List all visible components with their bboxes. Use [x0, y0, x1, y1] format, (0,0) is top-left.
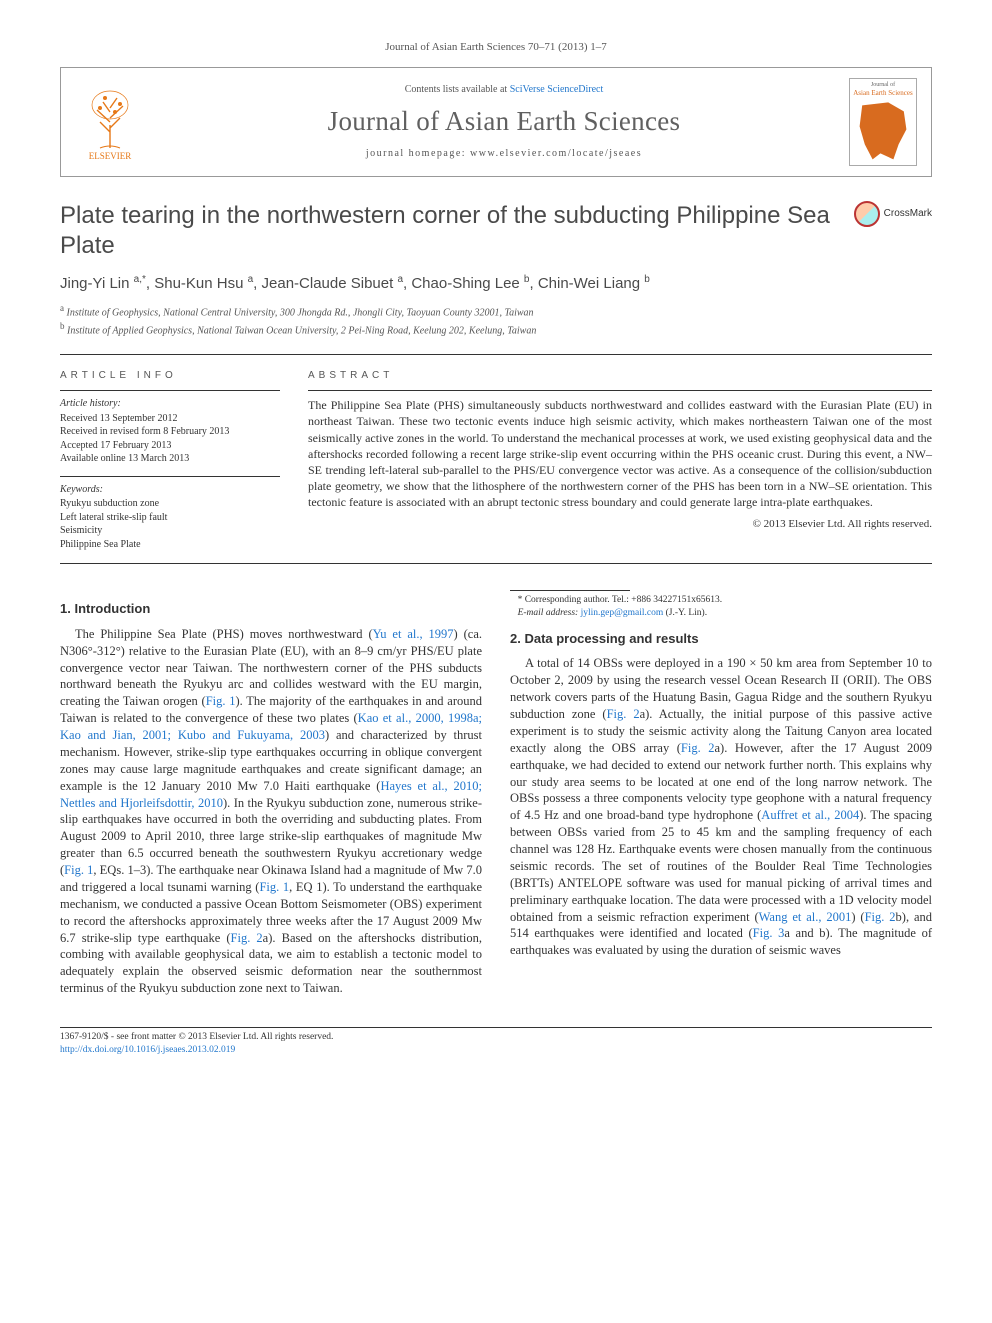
abstract-col: ABSTRACT The Philippine Sea Plate (PHS) … [308, 369, 932, 562]
intro-paragraph: The Philippine Sea Plate (PHS) moves nor… [60, 626, 482, 997]
corresponding-author-footnote: * Corresponding author. Tel.: +886 34227… [510, 594, 932, 607]
author-email-link[interactable]: jylin.gep@gmail.com [581, 608, 664, 618]
email-footnote: E-mail address: jylin.gep@gmail.com (J.-… [510, 607, 932, 620]
authors-line: Jing-Yi Lin a,*, Shu-Kun Hsu a, Jean-Cla… [60, 273, 932, 294]
journal-title: Journal of Asian Earth Sciences [159, 103, 849, 139]
sciencedirect-link[interactable]: SciVerse ScienceDirect [510, 84, 604, 95]
info-abstract-row: ARTICLE INFO Article history: Received 1… [60, 369, 932, 562]
ref-fig1-b[interactable]: Fig. 1 [64, 863, 93, 877]
keyword-1: Left lateral strike-slip fault [60, 511, 280, 525]
ref-fig1-a[interactable]: Fig. 1 [206, 694, 236, 708]
abstract-copyright: © 2013 Elsevier Ltd. All rights reserved… [308, 517, 932, 532]
crossmark-badge[interactable]: CrossMark [854, 201, 932, 227]
contents-prefix: Contents lists available at [405, 84, 510, 95]
intro-text-a: The Philippine Sea Plate (PHS) moves nor… [75, 627, 373, 641]
ref-wang[interactable]: Wang et al., 2001 [759, 910, 852, 924]
accepted-line: Accepted 17 February 2013 [60, 439, 280, 453]
email-who: (J.-Y. Lin). [663, 608, 707, 618]
online-line: Available online 13 March 2013 [60, 452, 280, 466]
affiliations: a Institute of Geophysics, National Cent… [60, 302, 932, 338]
keywords-label: Keywords: [60, 483, 280, 497]
affiliation-a: Institute of Geophysics, National Centra… [67, 307, 534, 318]
footnote-separator [510, 590, 630, 591]
ref-fig2-c[interactable]: Fig. 2 [681, 741, 715, 755]
data-text-d: ). The spacing between OBSs varied from … [510, 808, 932, 923]
keyword-2: Seismicity [60, 524, 280, 538]
abstract-label: ABSTRACT [308, 369, 932, 383]
paper-title: Plate tearing in the northwestern corner… [60, 201, 932, 261]
data-heading: 2. Data processing and results [510, 630, 932, 648]
journal-header: ELSEVIER Contents lists available at Sci… [60, 67, 932, 177]
crossmark-icon [854, 201, 880, 227]
ref-yu1997[interactable]: Yu et al., 1997 [373, 627, 454, 641]
ref-fig2-d[interactable]: Fig. 2 [865, 910, 896, 924]
homepage-prefix: journal homepage: [366, 148, 470, 159]
received-line: Received 13 September 2012 [60, 412, 280, 426]
data-text-e: ) ( [851, 910, 864, 924]
email-label: E-mail address: [518, 608, 581, 618]
header-center: Contents lists available at SciVerse Sci… [159, 83, 849, 160]
homepage-url[interactable]: www.elsevier.com/locate/jseaes [470, 148, 642, 159]
doi-link[interactable]: http://dx.doi.org/10.1016/j.jseaes.2013.… [60, 1045, 235, 1055]
bottom-rule [60, 1027, 932, 1028]
contents-available-line: Contents lists available at SciVerse Sci… [159, 83, 849, 97]
revised-line: Received in revised form 8 February 2013 [60, 425, 280, 439]
bottom-meta: 1367-9120/$ - see front matter © 2013 El… [60, 1031, 932, 1057]
ref-fig1-c[interactable]: Fig. 1 [259, 880, 289, 894]
crossmark-label: CrossMark [884, 207, 932, 221]
ref-fig2-a[interactable]: Fig. 2 [231, 931, 263, 945]
abstract-text: The Philippine Sea Plate (PHS) simultane… [308, 397, 932, 510]
data-paragraph: A total of 14 OBSs were deployed in a 19… [510, 655, 932, 959]
cover-journal-of: Journal of [871, 81, 895, 89]
issn-line: 1367-9120/$ - see front matter © 2013 El… [60, 1031, 932, 1044]
history-label: Article history: [60, 397, 280, 411]
journal-homepage-line: journal homepage: www.elsevier.com/locat… [159, 147, 849, 161]
intro-heading: 1. Introduction [60, 600, 482, 618]
cover-map-icon [857, 102, 909, 162]
elsevier-tree-icon [85, 90, 135, 150]
affiliation-b: Institute of Applied Geophysics, Nationa… [67, 325, 536, 336]
journal-cover-thumb: Journal of Asian Earth Sciences [849, 78, 917, 166]
ref-auffret[interactable]: Auffret et al., 2004 [761, 808, 859, 822]
journal-reference: Journal of Asian Earth Sciences 70–71 (2… [60, 40, 932, 55]
elsevier-label: ELSEVIER [89, 150, 132, 162]
body-columns: 1. Introduction The Philippine Sea Plate… [60, 590, 932, 997]
article-info-label: ARTICLE INFO [60, 369, 280, 383]
ref-fig3[interactable]: Fig. 3 [753, 926, 785, 940]
keyword-0: Ryukyu subduction zone [60, 497, 280, 511]
cover-title: Asian Earth Sciences [853, 89, 912, 98]
article-info-col: ARTICLE INFO Article history: Received 1… [60, 369, 280, 562]
keyword-3: Philippine Sea Plate [60, 538, 280, 552]
ref-fig2-b[interactable]: Fig. 2 [607, 707, 640, 721]
elsevier-logo: ELSEVIER [75, 82, 145, 162]
